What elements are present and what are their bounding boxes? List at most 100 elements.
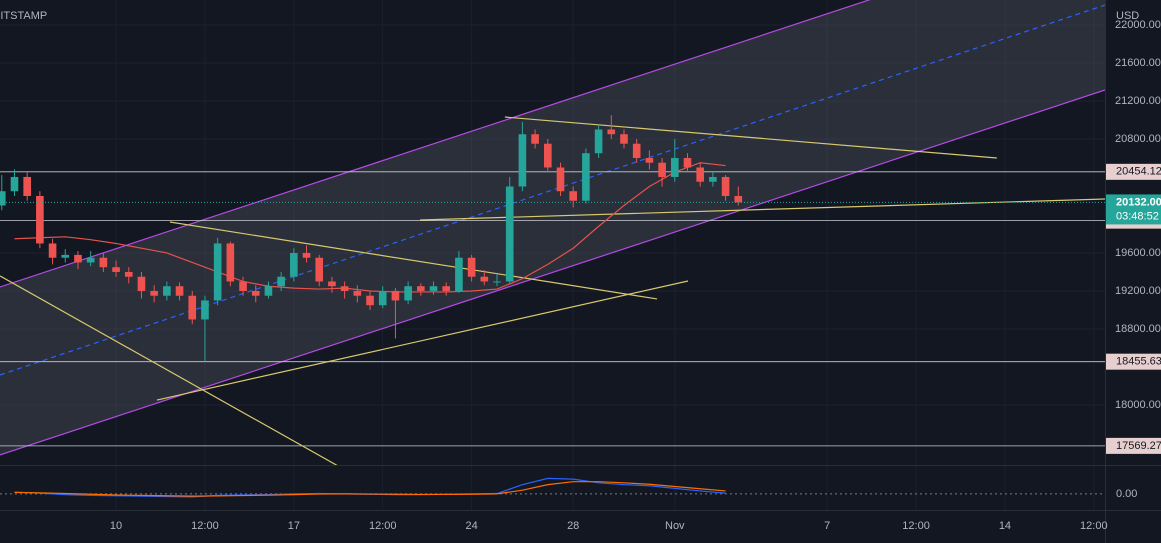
last-price-label: 20132.00: [1116, 196, 1161, 208]
trendline: [0, 275, 338, 465]
candle-body: [455, 257, 463, 291]
candle-body: [150, 290, 158, 296]
candle-body: [404, 286, 412, 301]
candle-body: [74, 254, 82, 263]
candle-body: [61, 254, 70, 258]
candle-body: [0, 191, 6, 206]
candle-body: [10, 176, 19, 192]
candle-body: [201, 300, 209, 320]
candle-body: [658, 162, 666, 177]
candle-body: [531, 134, 539, 144]
candle-body: [315, 257, 324, 282]
candle-body: [582, 153, 590, 201]
candle-body: [569, 191, 578, 201]
candle-body: [137, 276, 146, 291]
candle-body: [366, 295, 374, 306]
macd-line: [14, 481, 726, 497]
candle-body: [645, 157, 654, 163]
y-tick-label: 18000.00: [1115, 399, 1161, 411]
x-tick-label: Nov: [665, 520, 685, 532]
currency-label: USD: [1116, 10, 1139, 22]
y-tick-label: 20800.00: [1115, 133, 1161, 145]
price-pane: [0, 0, 1105, 465]
candle-body: [632, 143, 641, 158]
candle-body: [467, 257, 476, 277]
candle-body: [163, 286, 171, 296]
candle-body: [696, 167, 704, 182]
y-tick-label: 19200.00: [1115, 285, 1161, 297]
candle-body: [556, 167, 565, 192]
last-price-tag: [1106, 194, 1161, 225]
candle-body: [543, 143, 552, 168]
y-tick-label: 21200.00: [1115, 95, 1161, 107]
candle-body: [86, 257, 95, 263]
level-label: 17569.27: [1116, 440, 1161, 452]
candle-body: [290, 252, 298, 277]
candle-body: [226, 243, 235, 282]
candle-body: [302, 252, 311, 258]
candle-body: [36, 195, 44, 244]
candle-body: [353, 290, 362, 296]
indicator-pane: [0, 477, 1105, 498]
candle-body: [188, 295, 197, 320]
countdown-label: 03:48:52: [1116, 210, 1159, 222]
candle-body: [23, 176, 31, 196]
candle-body: [442, 286, 451, 291]
candle-body: [429, 286, 438, 291]
candle-body: [277, 276, 285, 287]
channel-fill: [0, 0, 1105, 455]
axes: BITSTAMP USD 22000.00 21600.00 21200.00 208…: [0, 10, 1161, 532]
candle-body: [709, 176, 717, 182]
candle-body: [670, 157, 679, 177]
level-label: 18455.63: [1116, 356, 1161, 368]
x-tick-label: 14: [999, 520, 1011, 532]
candle-body: [594, 129, 603, 154]
candle-body: [213, 243, 222, 301]
candle-body: [264, 286, 273, 296]
candle-body: [493, 281, 501, 283]
x-tick-label: 12:00: [902, 520, 930, 532]
candle-body: [112, 267, 120, 272]
x-tick-label: 7: [824, 520, 830, 532]
x-tick-label: 17: [288, 520, 300, 532]
y-tick-label: 19600.00: [1115, 247, 1161, 259]
candle-body: [734, 195, 743, 203]
candle-body: [417, 286, 425, 291]
level-tag: [1106, 163, 1161, 180]
candle-body: [620, 134, 628, 144]
trendline: [504, 116, 997, 159]
y-tick-label: 18800.00: [1115, 323, 1161, 335]
candle-body: [683, 157, 692, 168]
candle-body: [251, 290, 260, 296]
x-tick-label: 12:00: [191, 520, 219, 532]
trendline: [169, 221, 658, 300]
macd-tick-label: 0.00: [1116, 488, 1137, 500]
x-tick-label: 24: [465, 520, 477, 532]
candle-body: [328, 281, 336, 287]
channel-upper: [0, 0, 871, 288]
candle-body: [48, 243, 57, 258]
candle-body: [239, 281, 247, 291]
candle-body: [721, 176, 730, 196]
candle-body: [124, 271, 133, 277]
y-tick-label: 21600.00: [1115, 57, 1161, 69]
candle-body: [99, 257, 108, 268]
x-tick-label: 28: [567, 520, 579, 532]
candle-body: [607, 129, 616, 135]
level-tag: [1106, 437, 1161, 454]
x-tick-label: 12:00: [1080, 520, 1108, 532]
candle-body: [505, 186, 514, 282]
x-tick-label: 10: [110, 520, 122, 532]
candle-body: [378, 290, 387, 306]
level-tag: [1106, 353, 1161, 370]
trendline: [156, 280, 689, 401]
exchange-label: BITSTAMP: [0, 10, 47, 22]
level-label: 20454.12: [1116, 166, 1161, 178]
candle-body: [340, 286, 349, 291]
candle-body: [480, 276, 489, 282]
candle-body: [175, 286, 184, 296]
x-tick-label: 12:00: [369, 520, 397, 532]
